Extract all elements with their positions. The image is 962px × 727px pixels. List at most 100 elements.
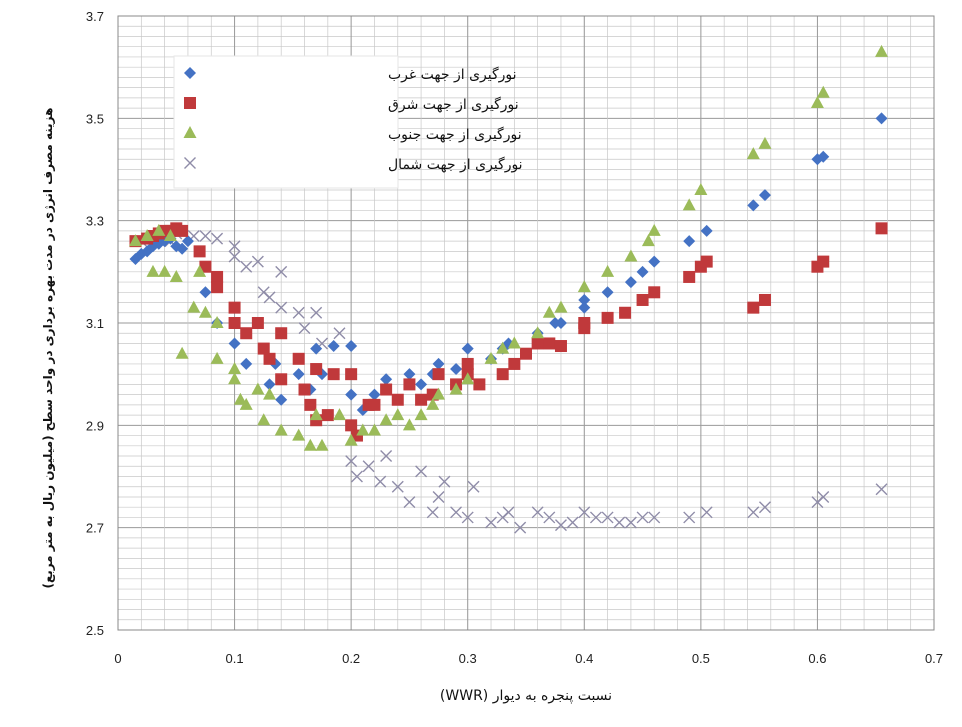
data-point-square: [211, 281, 224, 294]
data-point-square: [508, 357, 521, 370]
x-tick-label: 0.6: [808, 651, 826, 666]
y-tick-label: 3.7: [86, 9, 104, 24]
data-point-square: [543, 337, 556, 350]
data-point-x: [613, 516, 626, 529]
data-point-triangle: [315, 438, 329, 451]
data-point-x: [543, 511, 556, 524]
data-point-square: [473, 378, 486, 391]
data-point-triangle: [309, 408, 323, 421]
data-point-x: [578, 506, 591, 519]
data-point-x: [403, 496, 416, 509]
data-point-x: [228, 240, 241, 253]
data-point-diamond: [228, 337, 241, 350]
data-point-triangle: [379, 413, 393, 426]
data-point-diamond: [758, 189, 771, 202]
y-axis-title: هزینه مصرف انرژی در مدت بهره برداری در و…: [41, 108, 56, 589]
data-point-x: [554, 519, 567, 532]
data-point-x: [566, 516, 579, 529]
data-point-diamond: [368, 388, 381, 401]
data-point-square: [257, 342, 270, 355]
data-point-triangle: [274, 423, 288, 436]
data-point-square: [415, 393, 428, 406]
data-point-triangle: [367, 423, 381, 436]
data-point-x: [310, 306, 323, 319]
data-point-triangle: [233, 392, 247, 405]
y-tick-label: 2.9: [86, 418, 104, 433]
data-point-square: [496, 368, 509, 381]
data-point-square: [531, 337, 544, 350]
data-point-triangle: [239, 397, 253, 410]
data-point-triangle: [577, 280, 591, 293]
data-point-x: [240, 260, 253, 273]
data-point-diamond: [199, 286, 212, 299]
data-point-x: [531, 506, 544, 519]
x-tick-label: 0.4: [575, 651, 593, 666]
data-point-diamond: [601, 286, 614, 299]
data-point-x: [485, 516, 498, 529]
data-point-triangle: [484, 351, 498, 364]
data-point-square: [758, 293, 771, 306]
data-point-diamond: [263, 378, 276, 391]
x-tick-label: 0.1: [226, 651, 244, 666]
data-series: [128, 44, 889, 534]
data-point-square: [199, 260, 212, 273]
data-point-x: [380, 450, 393, 463]
data-point-triangle: [263, 387, 277, 400]
data-point-x: [275, 301, 288, 314]
data-point-x: [467, 480, 480, 493]
data-point-x: [415, 465, 428, 478]
data-point-square: [193, 245, 206, 258]
data-point-triangle: [461, 372, 475, 385]
data-point-triangle: [810, 95, 824, 108]
data-point-square: [432, 368, 445, 381]
data-point-x: [683, 511, 696, 524]
data-point-square: [327, 368, 340, 381]
data-point-diamond: [181, 235, 194, 248]
data-point-diamond: [578, 301, 591, 314]
y-tick-label: 2.5: [86, 623, 104, 638]
data-point-triangle: [507, 336, 521, 349]
legend-label: نورگیری از جهت شرق: [388, 96, 519, 113]
data-point-diamond: [403, 368, 416, 381]
plot-area-border: [117, 15, 935, 631]
data-point-x: [199, 230, 212, 243]
data-point-triangle: [187, 300, 201, 313]
data-point-diamond: [817, 150, 830, 163]
data-point-square: [461, 357, 474, 370]
data-point-square: [251, 317, 264, 329]
data-point-square: [275, 327, 288, 340]
data-point-triangle: [542, 305, 556, 318]
data-point-square: [304, 398, 317, 411]
data-point-square: [368, 398, 381, 411]
data-point-x: [450, 506, 463, 519]
data-point-triangle: [694, 182, 708, 195]
data-point-square: [817, 255, 830, 268]
data-point-triangle: [641, 234, 655, 247]
data-point-diamond: [345, 388, 358, 401]
x-tick-label: 0.2: [342, 651, 360, 666]
data-point-x: [275, 265, 288, 278]
data-point-square: [310, 363, 323, 376]
data-point-triangle: [175, 346, 189, 359]
data-point-diamond: [683, 235, 696, 248]
data-point-diamond: [461, 342, 474, 355]
data-point-diamond: [624, 276, 637, 289]
data-point-triangle: [198, 305, 212, 318]
data-point-x: [461, 511, 474, 524]
data-point-diamond: [415, 378, 428, 391]
x-tick-label: 0: [114, 651, 121, 666]
data-point-square: [321, 409, 334, 422]
data-point-diamond: [450, 363, 463, 376]
data-point-triangle: [601, 264, 615, 277]
data-point-diamond: [345, 340, 358, 353]
data-point-square: [211, 270, 224, 283]
data-point-triangle: [332, 408, 346, 421]
data-point-square: [345, 419, 358, 432]
legend-item: نورگیری از جهت غرب: [184, 66, 517, 83]
data-point-square: [176, 224, 189, 237]
series-triangle: [128, 44, 889, 451]
data-point-x: [636, 511, 649, 524]
data-point-triangle: [624, 249, 638, 262]
legend-marker-square: [184, 97, 196, 109]
